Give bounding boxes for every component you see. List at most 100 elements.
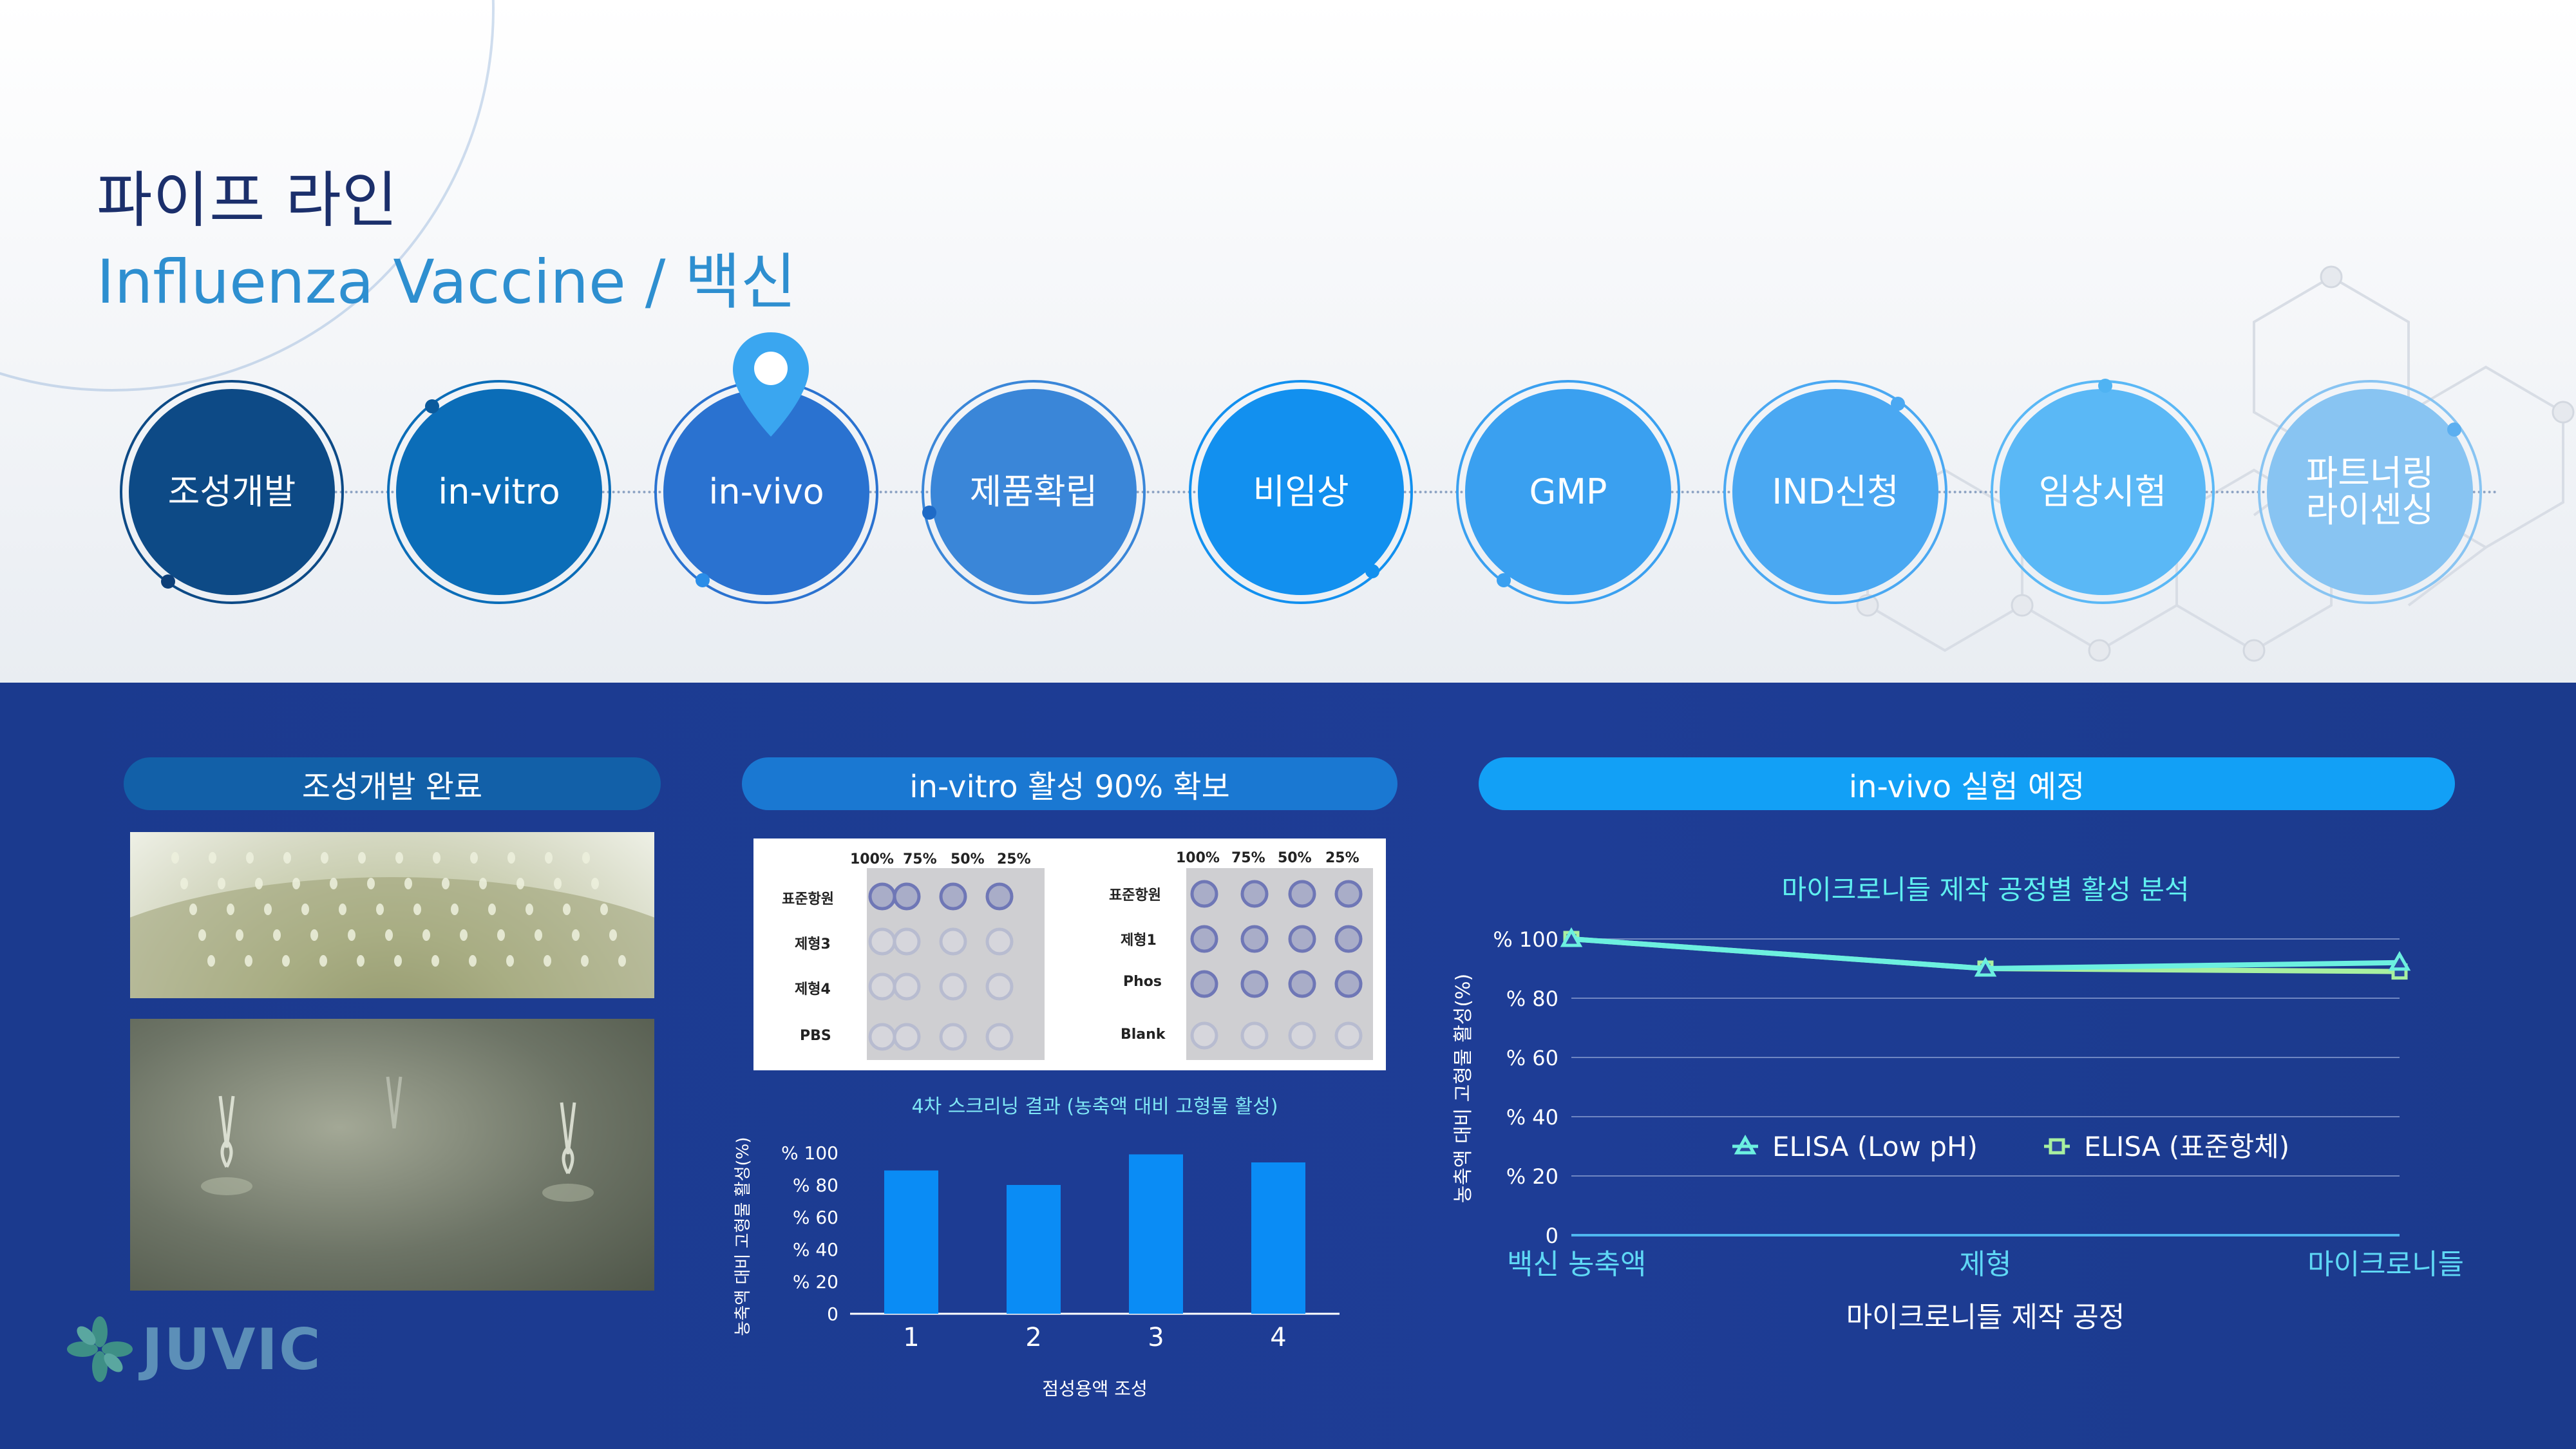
orbit-dot (696, 573, 710, 587)
orbit-dot (2098, 379, 2112, 393)
stage-ind: IND신청 (1723, 380, 1947, 604)
plate-well (1288, 880, 1316, 908)
bar (884, 1170, 938, 1314)
section-pill-invivo: in-vivo 실험 예정 (1479, 757, 2455, 810)
line-x-label: 마이크로니들 제작 공정 (1846, 1301, 2125, 1334)
bar-x-label: 점성용액 조성 (1042, 1378, 1147, 1399)
elisa-plate-image: 100% 75% 50% 25% 표준항원 제형3 제형4 PBS 100% 7… (753, 838, 1386, 1070)
orbit-dot (1365, 564, 1379, 578)
stage-preclinical: 비임상 (1189, 380, 1413, 604)
plate-row-label: Phos (1123, 974, 1162, 990)
line-y-tick: % 80 (1506, 987, 1558, 1011)
stage-gmp: GMP (1456, 380, 1680, 604)
orbit-dot (425, 399, 439, 413)
line-chart-title: 마이크로니들 제작 공정별 활성 분석 (1781, 874, 2189, 905)
line-y-tick: % 40 (1506, 1105, 1558, 1130)
stage-label: 파트너링 라이센싱 (2306, 453, 2434, 530)
orbit-dot (1891, 397, 1905, 411)
stage-label: IND신청 (1772, 471, 1899, 512)
stage-label: in-vitro (438, 471, 560, 512)
plate-row-label: 제형4 (795, 981, 831, 998)
line-x-tick: 백신 농축액 (1507, 1248, 1646, 1281)
plate-well (1334, 1021, 1363, 1050)
line-point (1560, 927, 1583, 947)
bar-x-tick: 3 (1148, 1323, 1164, 1352)
bar (1251, 1162, 1305, 1314)
bar-x-tick: 2 (1025, 1323, 1041, 1352)
plate-row-label: 표준항원 (1109, 887, 1161, 904)
plate-col-label: 25% (997, 851, 1031, 867)
plate-col-label: 75% (903, 851, 937, 867)
plate-row-label: 제형1 (1121, 933, 1157, 949)
section-pill-invitro: in-vitro 활성 90% 확보 (742, 757, 1397, 810)
plate-well (1190, 970, 1218, 998)
orbit-dot (2447, 422, 2461, 437)
stage-partnering: 파트너링 라이센싱 (2258, 380, 2482, 604)
line-point (2388, 951, 2411, 971)
bar-y-tick: % 100 (781, 1142, 838, 1164)
logo-text: JUVIC (142, 1316, 322, 1383)
bar-x-tick: 1 (903, 1323, 919, 1352)
stage-label: 비임상 (1253, 471, 1349, 512)
plate-well (868, 882, 896, 911)
section-title: 조성개발 완료 (301, 769, 483, 805)
microneedle-closeup-photo (130, 1019, 654, 1291)
plate-well (893, 882, 921, 911)
bar-y-tick: % 60 (793, 1207, 838, 1228)
plate-row-label: 제형3 (795, 936, 831, 952)
juvic-logo: JUVIC (64, 1314, 322, 1385)
plate-col-label: 75% (1231, 850, 1265, 866)
line-y-tick: % 100 (1493, 927, 1558, 952)
bar-chart-title: 4차 스크리닝 결과 (농축액 대비 고형물 활성) (912, 1095, 1278, 1118)
stage-composition: 조성개발 (120, 380, 344, 604)
plate-well (1334, 880, 1363, 908)
plate-well (939, 927, 967, 956)
plate-well (985, 1023, 1014, 1051)
orbit-dot (922, 506, 936, 520)
line-y-label: 농축액 대비 고형물 활성(%) (1452, 974, 1475, 1204)
plate-well (939, 882, 967, 911)
line-point (1974, 956, 1997, 977)
process-activity-line-chart: 마이크로니들 제작 공정별 활성 분석 0 % 20 % 40 % 60 % 80 % 10… (1452, 874, 2464, 1334)
plate-well (939, 1023, 967, 1051)
plate-well (868, 927, 896, 956)
stage-label: 임상시험 (2038, 471, 2167, 512)
legend-marker (2049, 1138, 2065, 1155)
bar-y-tick: 0 (827, 1303, 838, 1325)
microneedle-closeup-illustration (201, 1076, 594, 1202)
plate-well (893, 972, 921, 1001)
plate-well (1190, 880, 1218, 908)
bar-x-tick: 4 (1270, 1323, 1286, 1352)
bar-y-label: 농축액 대비 고형물 활성(%) (734, 1137, 753, 1336)
plate-well (1334, 925, 1363, 953)
plate-well (868, 1023, 896, 1051)
bar-y-tick: % 20 (793, 1271, 838, 1293)
legend-label: ELISA (Low pH) (1772, 1131, 1978, 1162)
plate-well (1288, 970, 1316, 998)
plate-well (868, 972, 896, 1001)
stage-label: GMP (1529, 471, 1607, 512)
bar-y-tick: % 80 (793, 1175, 838, 1196)
stage-clinical: 임상시험 (1991, 380, 2215, 604)
screening-bar-chart: 4차 스크리닝 결과 (농축액 대비 고형물 활성) 0 % 20 % 40 % 60%… (734, 1095, 1340, 1399)
plate-col-label: 100% (1176, 850, 1220, 866)
plate-row-label: PBS (800, 1028, 831, 1044)
bar (1007, 1185, 1061, 1314)
location-pin-icon (733, 332, 809, 437)
plate-well (1240, 880, 1269, 908)
stage-label: in-vivo (708, 471, 824, 512)
section-title: in-vivo 실험 예정 (1848, 769, 2085, 805)
plate-well (1240, 1021, 1269, 1050)
plate-well (1190, 1021, 1218, 1050)
plate-well (1334, 970, 1363, 998)
juvic-leaf-icon (67, 1316, 133, 1382)
top-section: 파이프 라인 Influenza Vaccine / 백신 조성개발 in-vi… (0, 0, 2576, 683)
plate-well (985, 882, 1014, 911)
plate-row-label: 표준항원 (782, 891, 834, 907)
plate-wells (868, 880, 1363, 1051)
bar-y-tick: % 40 (793, 1239, 838, 1260)
plate-col-label: 25% (1325, 850, 1359, 866)
plate-well (893, 1023, 921, 1051)
microneedle-array-photo (130, 832, 654, 998)
plate-col-label: 100% (850, 851, 894, 867)
